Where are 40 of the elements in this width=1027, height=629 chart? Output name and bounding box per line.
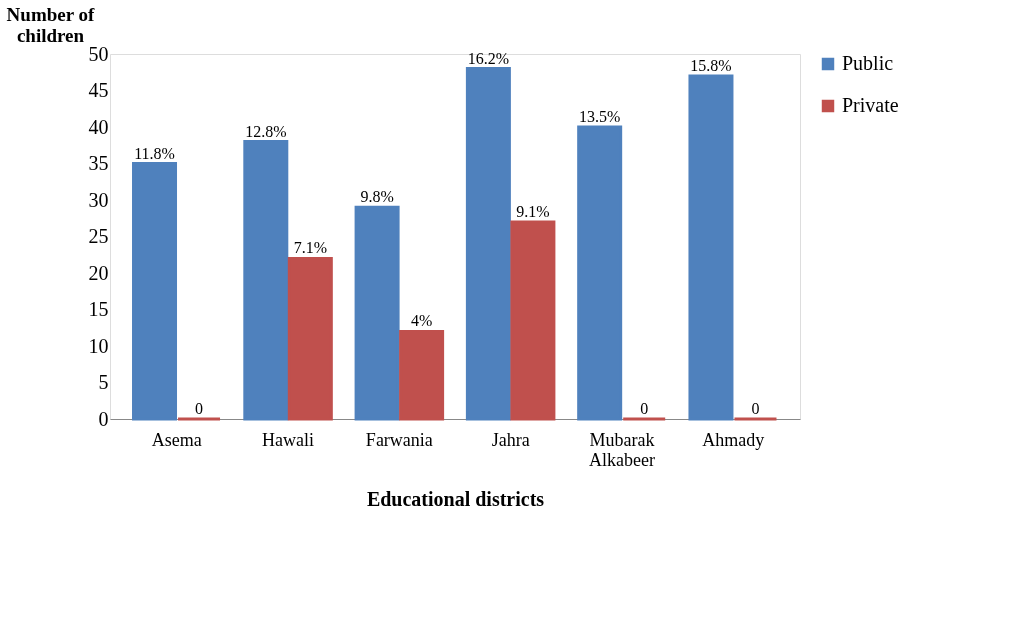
y-tick-label: 30 [88,188,109,211]
x-tick-label: Ahmady [702,429,765,450]
y-tick-label: 35 [88,152,109,174]
y-tick-label: 15 [88,298,109,320]
annotation: 11.8% [134,144,175,162]
bar [510,220,556,421]
bar [132,162,178,421]
bar [287,256,333,421]
y-tick-label: 25 [88,225,109,247]
annotation: 4% [410,312,433,330]
annotation: 12.8% [245,122,287,140]
annotation: 16.2% [467,49,510,67]
bar [243,140,289,421]
x-tick-label: Farwania [365,429,433,450]
x-tick-label: Hawali [262,429,315,450]
bar [399,329,445,421]
bar [688,74,734,421]
x-tick-label: Asema [151,429,202,450]
y-tick-label: 40 [88,115,109,138]
legend-label: Public [842,52,894,74]
x-tick-label: Mubarak Alkabeer [588,429,655,470]
y-tick-label: 45 [88,79,109,101]
annotation: 15.8% [690,56,732,74]
bar [577,125,623,421]
bar [465,67,511,421]
bar [354,205,400,421]
legend-label: Private [842,94,899,116]
y-tick-label: 20 [88,261,109,284]
annotation: 0 [751,400,760,417]
x-tick-label: Jahra [491,429,530,450]
y-tick-label: 0 [98,407,109,430]
y-tick-label: 10 [88,334,109,357]
x-axis-title: Educational districts [366,487,545,510]
annotation: 9.8% [360,188,394,206]
annotation: 0 [195,400,204,417]
annotation: 9.1% [516,202,550,220]
annotation: 7.1% [293,239,327,257]
annotation: 0 [640,400,649,417]
y-tick-label: 5 [98,371,109,393]
annotation: 13.5% [579,108,621,125]
